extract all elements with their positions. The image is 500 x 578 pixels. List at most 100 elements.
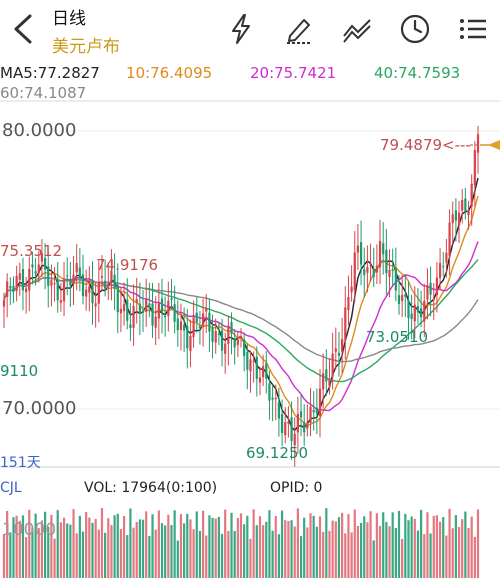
- candle-body: [224, 343, 227, 354]
- candle-body: [227, 325, 230, 344]
- volume-bar: [224, 509, 227, 578]
- volume-indicator-name[interactable]: CJL: [0, 480, 22, 496]
- volume-bar: [385, 521, 388, 578]
- volume-bar: [132, 527, 135, 578]
- ma60-value: 60:74.1087: [0, 84, 87, 102]
- volume-bar: [160, 523, 164, 578]
- volume-bar: [189, 519, 192, 578]
- candle-body: [344, 307, 347, 341]
- current-price-marker: [488, 140, 500, 150]
- volume-bar: [277, 534, 281, 578]
- volume-bar: [21, 515, 25, 578]
- menu-list-icon[interactable]: [456, 12, 490, 46]
- candle-body: [401, 294, 404, 301]
- volume-bar: [195, 511, 198, 578]
- volume-bar: [432, 515, 435, 578]
- volume-bar: [81, 531, 85, 578]
- volume-bar: [391, 512, 394, 578]
- candle-body: [104, 280, 107, 289]
- candle-body: [91, 281, 94, 304]
- chart-tool-icon[interactable]: [340, 12, 374, 46]
- volume-bar: [363, 516, 366, 578]
- candle-body: [369, 265, 372, 267]
- volume-bar: [476, 509, 480, 578]
- volume-bar: [198, 530, 202, 578]
- volume-bar: [78, 515, 81, 578]
- lightning-icon[interactable]: [224, 12, 258, 46]
- candle-body: [179, 321, 183, 331]
- low-price-label: 69.1250: [246, 444, 309, 462]
- candle-body: [113, 274, 116, 290]
- volume-bar: [255, 525, 258, 578]
- candle-body: [72, 274, 75, 284]
- candle-body: [198, 326, 202, 329]
- candle-body: [75, 263, 78, 273]
- candle-body: [274, 398, 277, 400]
- candle-body: [25, 288, 28, 293]
- volume-bar: [43, 511, 47, 578]
- candle-body: [296, 413, 299, 433]
- candle-body: [280, 414, 284, 433]
- volume-bar: [88, 517, 91, 578]
- candle-body: [205, 308, 208, 312]
- candle-body: [239, 336, 243, 339]
- candle-body: [176, 318, 179, 331]
- candle-body: [2, 300, 6, 307]
- volume-bar: [407, 520, 410, 578]
- candle-body: [448, 222, 451, 256]
- volume-bar: [467, 527, 470, 578]
- candle-body: [192, 316, 195, 338]
- volume-bar: [309, 513, 312, 578]
- candle-body: [309, 406, 312, 423]
- candle-body: [366, 267, 369, 273]
- volume-bar: [397, 510, 401, 578]
- volume-bar: [141, 519, 145, 578]
- volume-bar: [382, 512, 385, 578]
- volume-bar: [341, 512, 344, 578]
- candle-body: [214, 331, 217, 343]
- volume-bar: [135, 521, 138, 578]
- volume-bar: [331, 520, 334, 578]
- candle-body: [148, 303, 151, 308]
- volume-bar: [220, 533, 224, 578]
- volume-bar: [151, 514, 154, 578]
- candle-body: [378, 241, 382, 268]
- candle-body: [318, 388, 322, 416]
- volume-bar: [205, 535, 208, 578]
- candle-body: [451, 214, 454, 224]
- candle-body: [420, 308, 423, 318]
- back-arrow-icon[interactable]: [10, 12, 38, 46]
- candle-body: [66, 275, 69, 277]
- candle-body: [220, 330, 224, 351]
- clock-icon[interactable]: [398, 12, 432, 46]
- volume-bar: [167, 514, 170, 578]
- volume-bar: [306, 527, 309, 578]
- volume-bar: [69, 524, 72, 578]
- candle-body: [246, 351, 249, 370]
- volume-bar: [34, 513, 37, 578]
- volume-bar: [179, 514, 183, 578]
- pencil-icon[interactable]: [282, 12, 316, 46]
- volume-bar: [334, 521, 337, 578]
- candle-body: [322, 373, 325, 390]
- ma20-value: 20:75.7421: [250, 64, 337, 82]
- candle-body: [173, 304, 176, 322]
- candle-body: [94, 303, 97, 307]
- candle-body: [236, 339, 239, 345]
- candle-body: [243, 340, 246, 357]
- candle-body: [62, 279, 66, 302]
- volume-bar: [119, 529, 123, 578]
- volume-bar: [359, 522, 363, 578]
- volume-bar: [268, 510, 271, 578]
- candle-body: [100, 276, 104, 278]
- volume-bar: [110, 525, 113, 578]
- candle-body: [353, 252, 356, 291]
- candles: [2, 125, 480, 467]
- volume-bar: [170, 525, 173, 578]
- volume-bar: [183, 523, 186, 578]
- volume-bar: [401, 538, 404, 578]
- volume-bar: [265, 521, 268, 578]
- candlestick-chart[interactable]: [0, 100, 500, 470]
- volume-bar: [126, 535, 129, 578]
- volume-bar: [464, 511, 467, 578]
